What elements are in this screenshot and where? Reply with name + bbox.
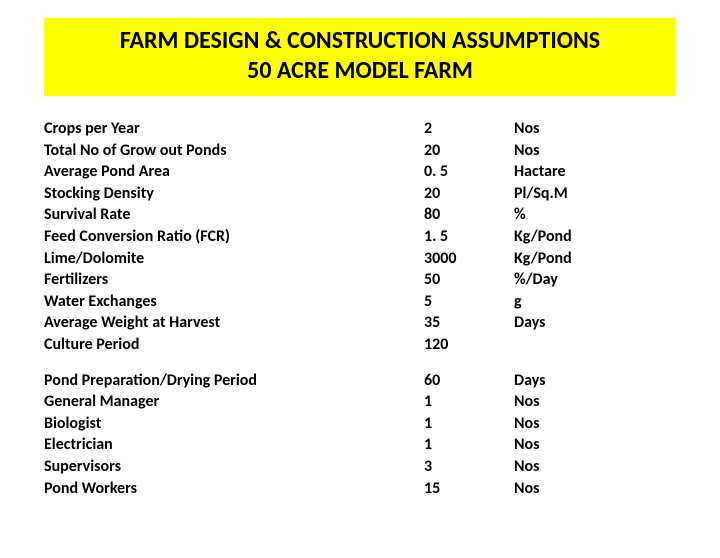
row-label: Average Pond Area	[44, 161, 424, 183]
group-0: Crops per Year Total No of Grow out Pond…	[44, 118, 676, 356]
row-unit: Days	[514, 370, 634, 392]
row-value: 3000	[424, 248, 514, 270]
row-unit: Kg/Pond	[514, 248, 634, 270]
row-value: 50	[424, 269, 514, 291]
row-unit: Nos	[514, 118, 634, 140]
row-label: Average Weight at Harvest	[44, 312, 424, 334]
row-label: Pond Preparation/Drying Period	[44, 370, 424, 392]
units-col: Days Nos Nos Nos Nos Nos	[514, 370, 634, 500]
row-value: 3	[424, 456, 514, 478]
row-value: 60	[424, 370, 514, 392]
row-unit: Nos	[514, 478, 634, 500]
row-label: General Manager	[44, 391, 424, 413]
row-unit: Nos	[514, 413, 634, 435]
row-value: 2	[424, 118, 514, 140]
row-label: Feed Conversion Ratio (FCR)	[44, 226, 424, 248]
row-label: Fertilizers	[44, 269, 424, 291]
row-label: Survival Rate	[44, 204, 424, 226]
values-col: 2 20 0. 5 20 80 1. 5 3000 50 5 35 120	[424, 118, 514, 356]
row-value: 1	[424, 391, 514, 413]
row-unit: Nos	[514, 456, 634, 478]
row-unit: Nos	[514, 434, 634, 456]
row-unit: Hactare	[514, 161, 634, 183]
row-value: 35	[424, 312, 514, 334]
row-unit: %/Day	[514, 269, 634, 291]
row-unit: Pl/Sq.M	[514, 183, 634, 205]
units-col: Nos Nos Hactare Pl/Sq.M % Kg/Pond Kg/Pon…	[514, 118, 634, 356]
row-value: 1. 5	[424, 226, 514, 248]
row-label: Biologist	[44, 413, 424, 435]
assumptions-table: Crops per Year Total No of Grow out Pond…	[44, 118, 676, 499]
row-unit: g	[514, 291, 634, 313]
row-label: Total No of Grow out Ponds	[44, 140, 424, 162]
row-label: Stocking Density	[44, 183, 424, 205]
row-label: Supervisors	[44, 456, 424, 478]
row-label: Water Exchanges	[44, 291, 424, 313]
title-line-1: FARM DESIGN & CONSTRUCTION ASSUMPTIONS	[44, 26, 676, 56]
title-banner: FARM DESIGN & CONSTRUCTION ASSUMPTIONS 5…	[44, 18, 676, 96]
row-value: 120	[424, 334, 514, 356]
row-label: Pond Workers	[44, 478, 424, 500]
group-1: Pond Preparation/Drying Period General M…	[44, 370, 676, 500]
title-line-2: 50 ACRE MODEL FARM	[44, 56, 676, 86]
row-value: 80	[424, 204, 514, 226]
row-label: Culture Period	[44, 334, 424, 356]
row-label: Electrician	[44, 434, 424, 456]
row-label: Lime/Dolomite	[44, 248, 424, 270]
row-unit: Days	[514, 312, 634, 334]
row-value: 20	[424, 183, 514, 205]
values-col: 60 1 1 1 3 15	[424, 370, 514, 500]
row-value: 5	[424, 291, 514, 313]
group-separator	[44, 356, 676, 370]
row-value: 20	[424, 140, 514, 162]
row-value: 15	[424, 478, 514, 500]
row-value: 1	[424, 434, 514, 456]
row-unit: Kg/Pond	[514, 226, 634, 248]
row-value: 0. 5	[424, 161, 514, 183]
labels-col: Crops per Year Total No of Grow out Pond…	[44, 118, 424, 356]
row-label: Crops per Year	[44, 118, 424, 140]
row-unit: Nos	[514, 140, 634, 162]
row-value: 1	[424, 413, 514, 435]
row-unit: %	[514, 204, 634, 226]
row-unit: Nos	[514, 391, 634, 413]
labels-col: Pond Preparation/Drying Period General M…	[44, 370, 424, 500]
